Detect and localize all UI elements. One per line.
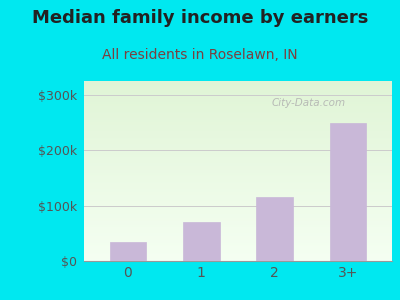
Bar <box>183 222 220 261</box>
Bar <box>256 197 293 261</box>
Text: City-Data.com: City-Data.com <box>272 98 346 108</box>
Bar <box>110 242 146 261</box>
Bar <box>330 122 366 261</box>
Text: Median family income by earners: Median family income by earners <box>32 9 368 27</box>
Text: All residents in Roselawn, IN: All residents in Roselawn, IN <box>102 48 298 62</box>
